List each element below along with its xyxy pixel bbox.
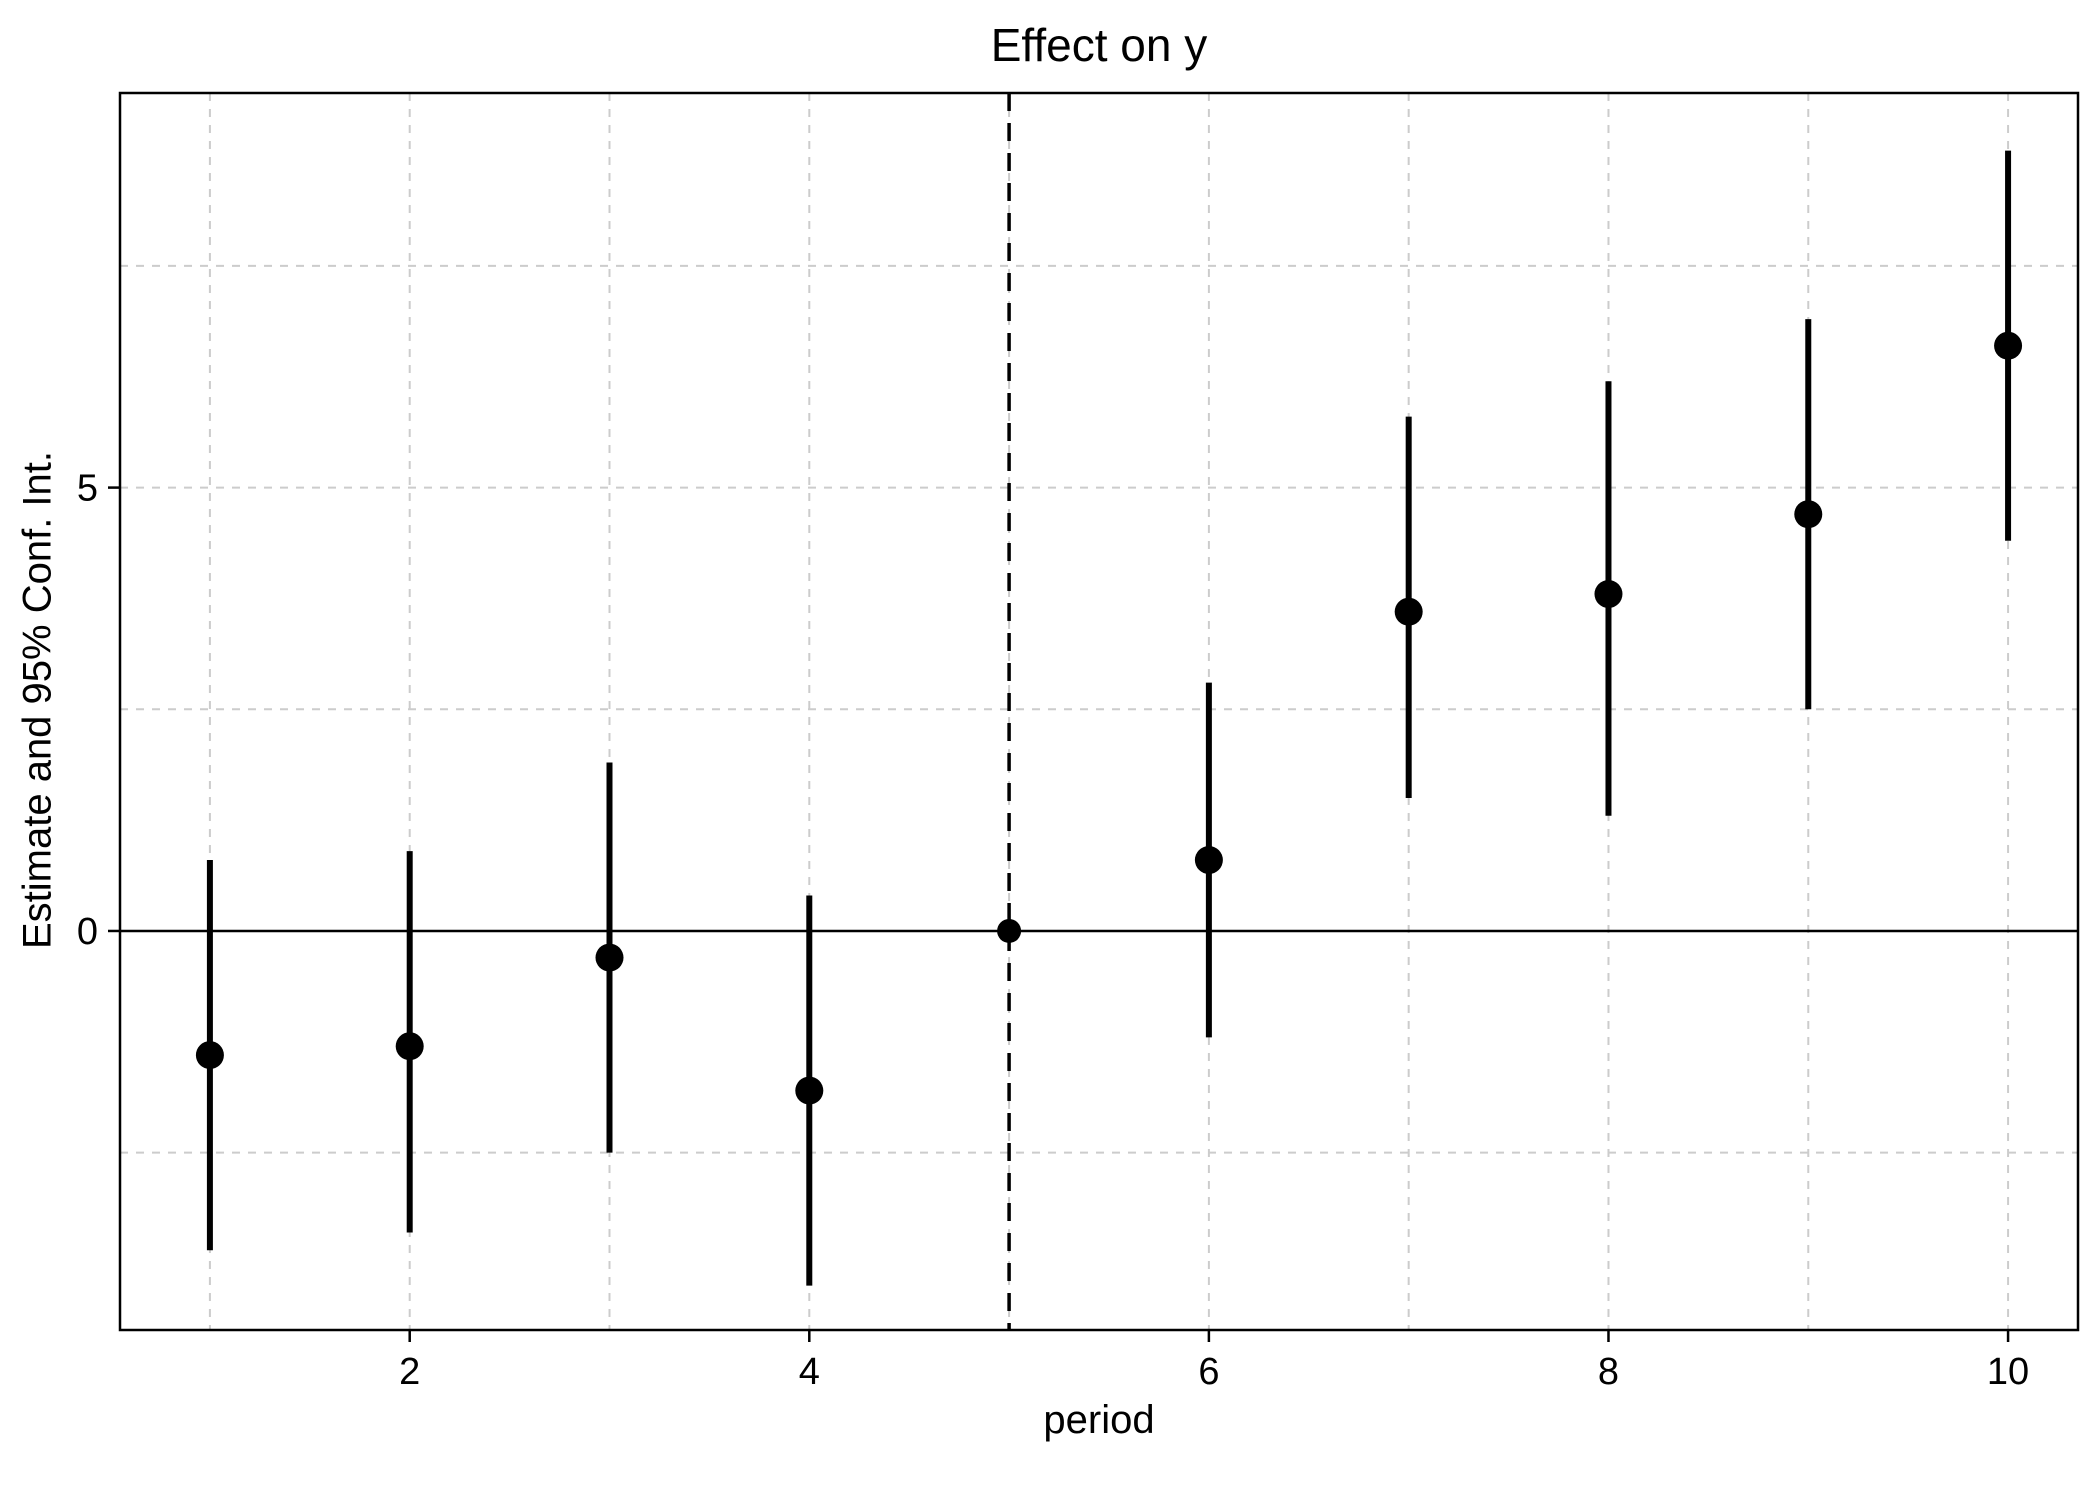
point-estimate bbox=[795, 1076, 824, 1105]
point-estimate bbox=[595, 943, 624, 972]
x-tick-label: 2 bbox=[399, 1351, 420, 1393]
plot-border bbox=[118, 91, 2080, 1332]
y-tick-label: 0 bbox=[77, 911, 98, 953]
x-axis-label: period bbox=[1043, 1398, 1155, 1442]
x-tick-label: 8 bbox=[1598, 1351, 1619, 1393]
point-estimate bbox=[997, 918, 1022, 943]
point-estimate bbox=[395, 1032, 424, 1061]
y-tick-label: 5 bbox=[77, 468, 98, 510]
point-estimate bbox=[1194, 846, 1223, 875]
x-tick-label: 6 bbox=[1198, 1351, 1219, 1393]
point-estimate bbox=[1394, 597, 1423, 626]
point-estimate bbox=[1994, 331, 2023, 360]
x-tick-label: 10 bbox=[1987, 1351, 2029, 1393]
x-tick-label: 4 bbox=[799, 1351, 820, 1393]
point-estimate bbox=[1794, 500, 1823, 529]
point-estimate bbox=[1594, 580, 1623, 609]
chart-title: Effect on y bbox=[990, 19, 1208, 71]
point-estimate bbox=[195, 1041, 224, 1070]
